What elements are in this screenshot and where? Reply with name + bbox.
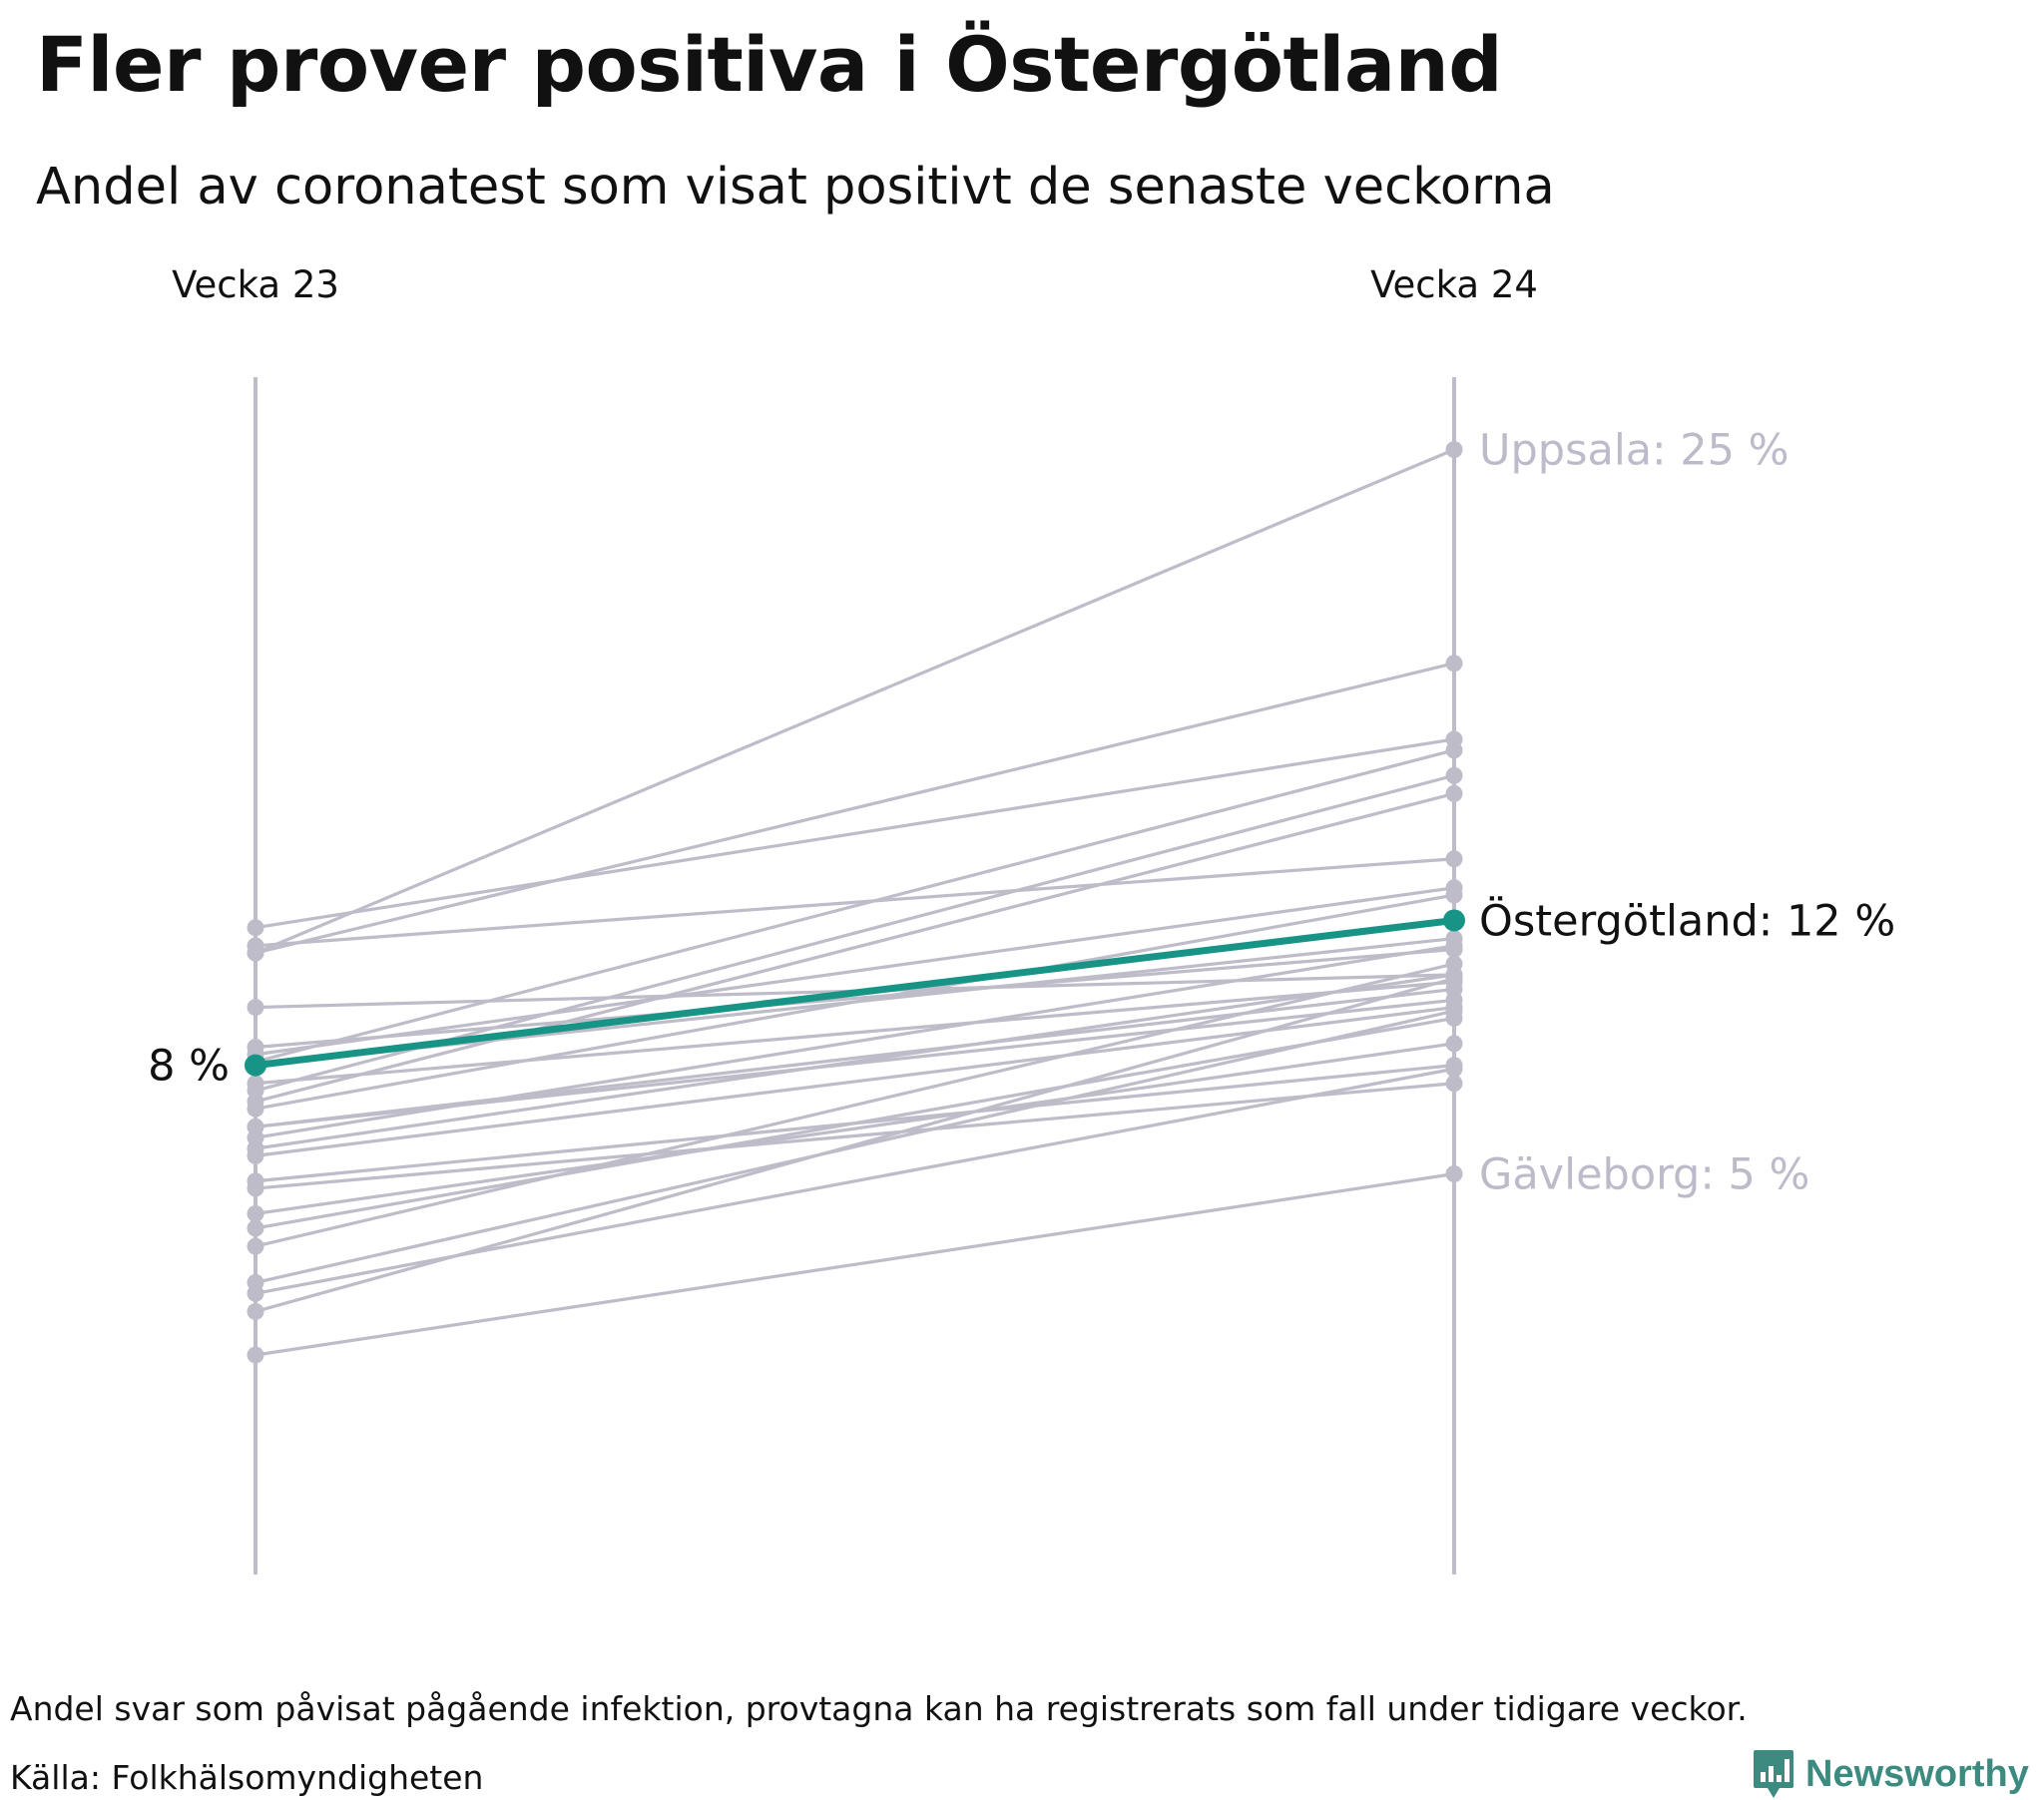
series-region-p: [247, 1035, 1463, 1222]
brand-name: Newsworthy: [1805, 1752, 2029, 1795]
point-start-ostergotland: [245, 1054, 266, 1077]
series-line-region-f: [254, 748, 1456, 1064]
series-line-region-p: [254, 1042, 1456, 1216]
series-line-region-e: [254, 886, 1456, 1057]
point-start-region-o: [247, 1179, 264, 1197]
series-line-region-t: [254, 1067, 1456, 1295]
series-region-o: [247, 1075, 1463, 1197]
point-start-region-i: [247, 1100, 264, 1118]
series-line-uppsala: [254, 447, 1456, 955]
point-start-region-x: [247, 1075, 264, 1093]
point-end-ostergotland: [1443, 909, 1465, 932]
point-start-region-m: [247, 1139, 264, 1157]
point-start-region-q: [247, 1219, 264, 1237]
series-line-region-h: [254, 791, 1456, 1104]
point-end-region-c: [1445, 850, 1463, 868]
point-start-region-u: [247, 1273, 264, 1291]
start-label-ostergotland: 8 %: [148, 1042, 230, 1092]
chart-title: Fler prover positiva i Östergötland: [36, 20, 1503, 109]
series-line-region-y: [254, 998, 1456, 1128]
series-uppsala: [247, 441, 1463, 962]
point-end-region-x: [1445, 973, 1463, 991]
series-line-region-d: [254, 947, 1456, 1050]
point-start-region-v: [247, 999, 264, 1017]
point-end-region-t: [1445, 1060, 1463, 1078]
end-label-uppsala: Uppsala: 25 %: [1479, 426, 1789, 476]
brand-logo: Newsworthy: [1752, 1748, 2029, 1800]
column-header-1: Vecka 23: [172, 263, 339, 306]
point-end-region-p: [1445, 1035, 1463, 1053]
point-start-region-s: [247, 1302, 264, 1320]
series-line-gavleborg: [254, 1171, 1456, 1357]
series-region-s: [247, 970, 1463, 1320]
series-gavleborg: [247, 1165, 1463, 1364]
point-end-region-a: [1445, 655, 1463, 673]
point-end-region-g: [1445, 766, 1463, 784]
point-end-uppsala: [1445, 441, 1463, 459]
chart-footnote: Andel svar som påvisat pågående infektio…: [10, 1689, 1748, 1728]
bar-chart-speech-bubble-icon: [1754, 1750, 1793, 1798]
chart-subtitle: Andel av coronatest som visat positivt d…: [36, 158, 1555, 217]
series-line-region-r: [254, 962, 1456, 1248]
series-line-region-x: [254, 980, 1456, 1086]
series-region-c: [247, 850, 1463, 955]
series-line-region-b: [254, 737, 1456, 930]
point-start-region-c: [247, 937, 264, 955]
series-line-ostergotland: [252, 916, 1458, 1070]
point-start-region-b: [247, 919, 264, 937]
series-line-region-l: [254, 1005, 1456, 1157]
point-end-region-y: [1445, 991, 1463, 1009]
point-end-gavleborg: [1445, 1165, 1463, 1183]
point-start-gavleborg: [247, 1346, 264, 1364]
series-region-y: [247, 991, 1463, 1135]
chart-source: Källa: Folkhälsomyndigheten: [10, 1758, 484, 1797]
point-end-region-o: [1445, 1075, 1463, 1093]
series-line-region-u: [254, 1009, 1456, 1285]
end-label-ostergotland: Östergötland: 12 %: [1479, 895, 1895, 946]
series-line-region-a: [254, 662, 1456, 955]
series-region-r: [247, 955, 1463, 1255]
series-ostergotland: [245, 909, 1465, 1077]
series-region-x: [247, 973, 1463, 1093]
point-start-region-p: [247, 1204, 264, 1222]
point-end-region-i: [1445, 886, 1463, 904]
series-line-region-c: [254, 857, 1456, 948]
point-start-region-y: [247, 1118, 264, 1135]
series-line-region-o: [254, 1082, 1456, 1190]
point-end-region-f: [1445, 741, 1463, 759]
slope-chart: Vecka 23 Vecka 24 Uppsala: 25 % Gävleborg: …: [148, 263, 1895, 1575]
series-region-f: [247, 741, 1463, 1071]
point-end-region-w: [1445, 930, 1463, 948]
end-label-gavleborg: Gävleborg: 5 %: [1479, 1150, 1809, 1200]
series-line-region-q: [254, 1016, 1456, 1230]
point-start-region-r: [247, 1237, 264, 1255]
column-header-2: Vecka 24: [1370, 263, 1538, 306]
point-end-region-h: [1445, 784, 1463, 802]
series-line-region-m: [254, 973, 1456, 1150]
